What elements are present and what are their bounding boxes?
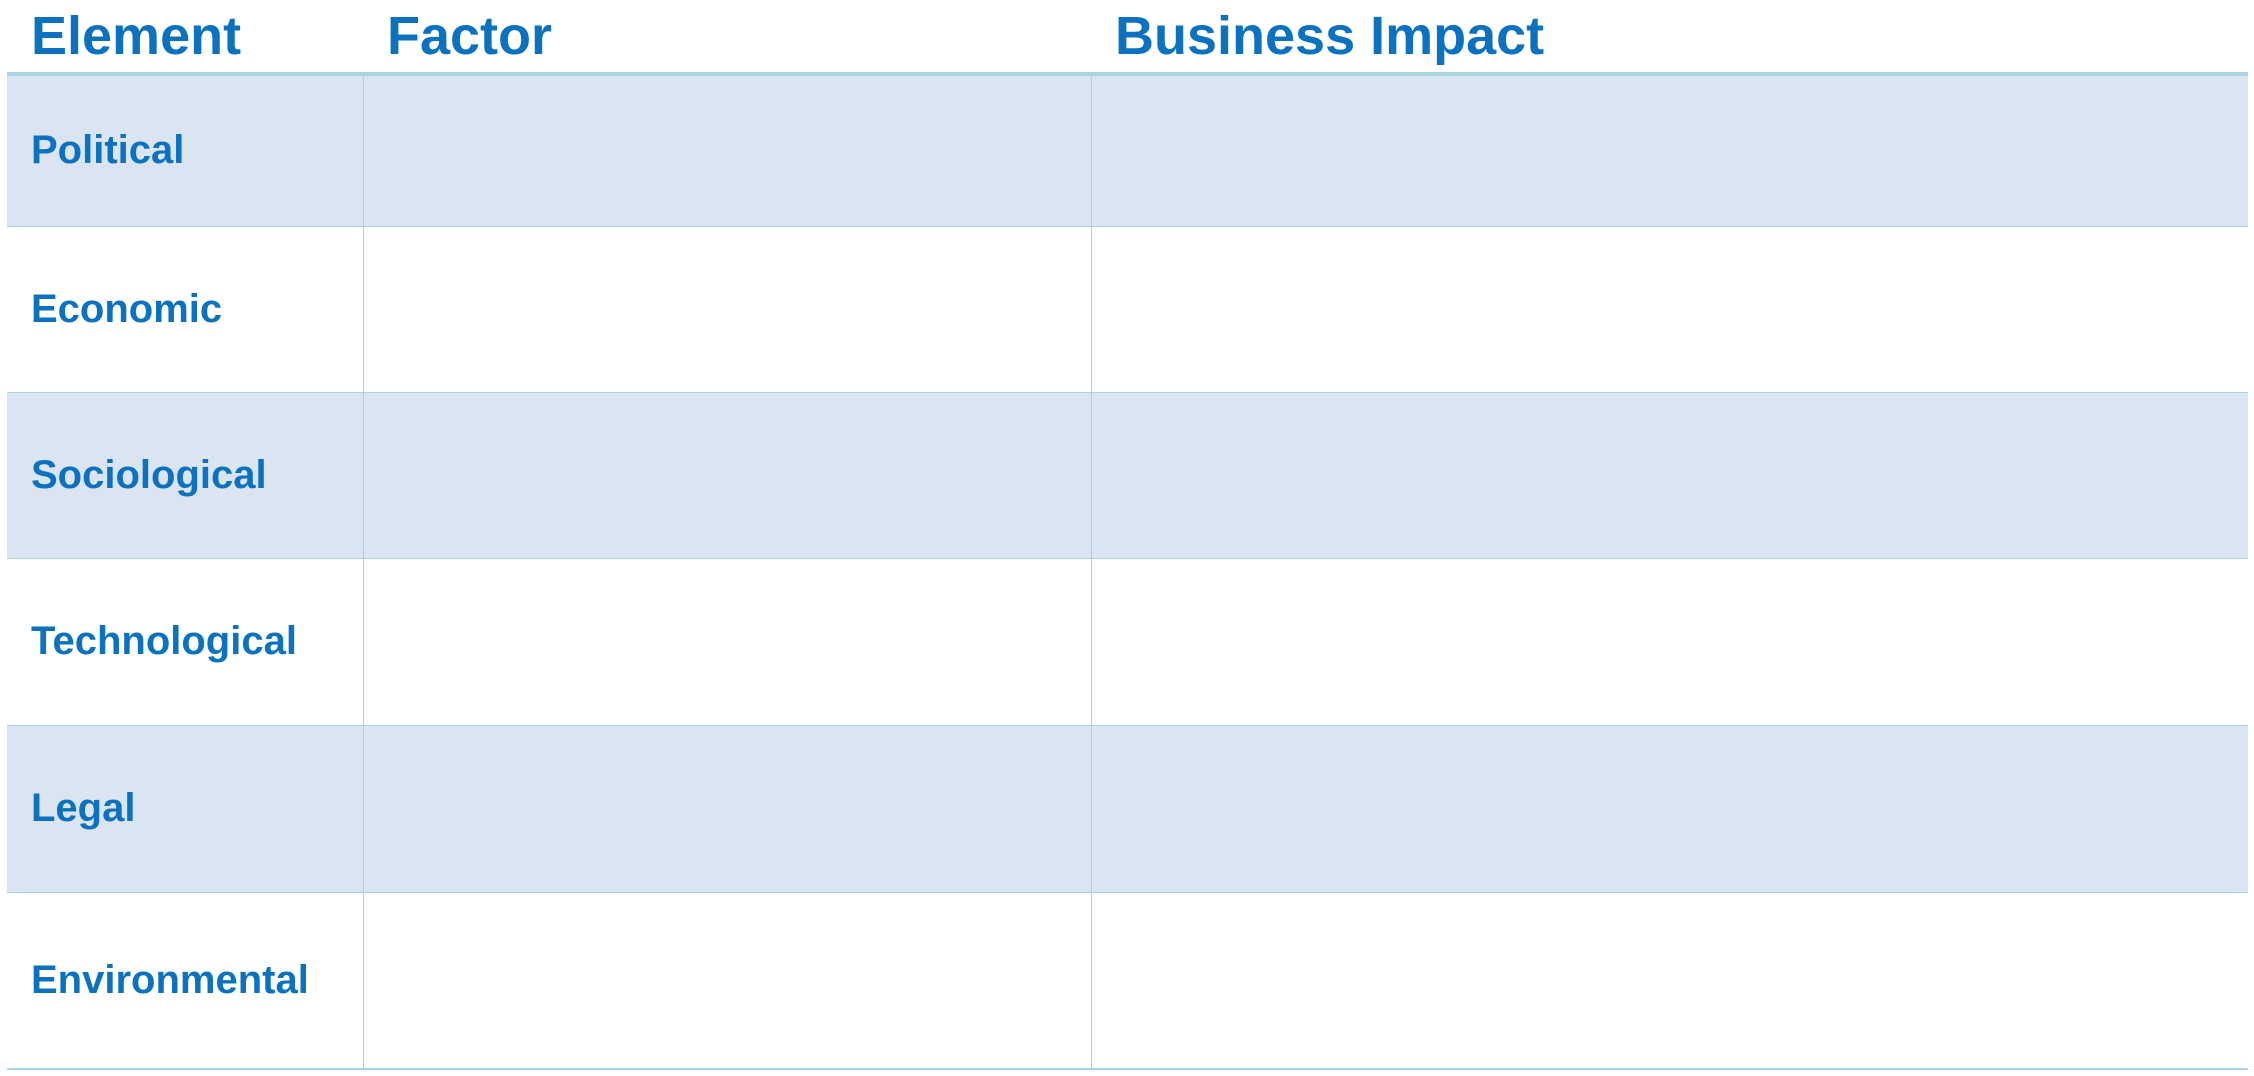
table-row: Economic — [7, 226, 2248, 393]
column-header-business-impact: Business Impact — [1091, 0, 2248, 76]
table-body: Political Economic Sociological Technolo… — [7, 74, 2248, 1070]
factor-cell[interactable] — [362, 725, 1091, 893]
element-cell: Political — [7, 74, 363, 227]
row-label-sociological: Sociological — [31, 452, 267, 497]
factor-cell[interactable] — [362, 392, 1091, 559]
table-row: Sociological — [7, 392, 2248, 559]
factor-cell[interactable] — [362, 558, 1091, 726]
row-label-economic: Economic — [31, 286, 223, 331]
row-label-political: Political — [31, 128, 185, 173]
column-header-factor: Factor — [363, 0, 1091, 76]
element-cell: Technological — [7, 558, 363, 726]
element-cell: Sociological — [7, 392, 363, 559]
table-row: Technological — [7, 558, 2248, 726]
header-row: Element Factor Business Impact — [7, 0, 2248, 76]
table-row: Environmental — [7, 892, 2248, 1070]
business-impact-cell[interactable] — [1090, 74, 2248, 227]
row-label-technological: Technological — [31, 619, 297, 663]
table-row: Political — [7, 74, 2248, 227]
row-label-legal: Legal — [31, 786, 136, 830]
row-label-environmental: Environmental — [31, 957, 309, 1002]
business-impact-cell[interactable] — [1090, 558, 2248, 726]
column-header-element: Element — [7, 0, 363, 76]
business-impact-cell[interactable] — [1090, 725, 2248, 893]
element-cell: Legal — [7, 725, 363, 893]
factor-cell[interactable] — [362, 226, 1091, 393]
pestle-table: Element Factor Business Impact Political… — [7, 0, 2248, 1070]
business-impact-cell[interactable] — [1090, 392, 2248, 559]
table-row: Legal — [7, 725, 2248, 893]
business-impact-cell[interactable] — [1090, 892, 2248, 1070]
element-cell: Environmental — [7, 892, 363, 1070]
element-cell: Economic — [7, 226, 363, 393]
factor-cell[interactable] — [362, 74, 1091, 227]
factor-cell[interactable] — [362, 892, 1091, 1070]
business-impact-cell[interactable] — [1090, 226, 2248, 393]
table-header: Element Factor Business Impact — [7, 0, 2248, 76]
